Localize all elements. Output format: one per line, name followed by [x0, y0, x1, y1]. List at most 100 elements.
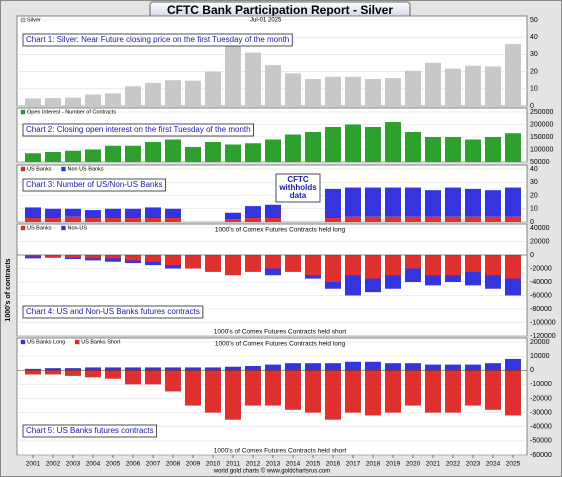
panel-caption: Chart 1: Silver: Near Future closing pri…	[26, 35, 289, 44]
bar-segment	[385, 216, 401, 222]
bar	[425, 137, 441, 162]
x-tick-label: 2009	[186, 461, 201, 468]
bar-segment	[265, 218, 281, 222]
bar	[325, 370, 341, 420]
bar	[245, 370, 261, 406]
bar	[145, 370, 161, 385]
x-tick-label: 2016	[326, 461, 341, 468]
bar	[125, 367, 141, 371]
y-tick-label: -10000	[530, 381, 552, 388]
bar	[325, 127, 341, 162]
y-tick-label: -60000	[530, 292, 552, 299]
bar	[405, 70, 421, 106]
y-tick-label: -120000	[530, 333, 556, 340]
bar	[425, 370, 441, 413]
y-tick-label: 10000	[530, 353, 550, 360]
bar	[225, 45, 241, 106]
bar-segment	[325, 188, 341, 219]
bar-segment	[65, 208, 81, 217]
bar	[485, 363, 501, 371]
bar	[205, 367, 221, 371]
bar	[345, 361, 361, 371]
bar	[425, 364, 441, 371]
bar	[125, 370, 141, 385]
y-tick-label: 100000	[530, 146, 553, 153]
y-tick-label: 50000	[530, 159, 550, 166]
panel-caption: Chart 4: US and Non-US Banks futures con…	[26, 307, 200, 316]
bar-segment	[225, 219, 241, 222]
x-tick-label: 2019	[386, 461, 401, 468]
bar	[165, 255, 181, 266]
y-tick-label: 250000	[530, 109, 553, 116]
legend-swatch	[20, 17, 26, 23]
annotation: 1000's of Comex Futures Contracts held l…	[215, 227, 346, 234]
y-tick-label: 40	[530, 166, 538, 173]
bar-segment	[45, 208, 61, 219]
bar-segment	[145, 207, 161, 219]
x-tick-label: 2006	[126, 461, 141, 468]
bar	[505, 358, 521, 371]
bar	[25, 368, 41, 371]
legend-label: US Banks	[27, 166, 52, 172]
bar	[265, 65, 281, 106]
panel-caption: Chart 2: Closing open interest on the fi…	[26, 125, 251, 134]
y-tick-label: 50	[530, 17, 538, 24]
bar	[25, 255, 41, 259]
bar-segment	[165, 208, 181, 219]
bar-segment	[125, 218, 141, 222]
bar	[185, 80, 201, 106]
x-tick-label: 2012	[246, 461, 261, 468]
bar-segment	[245, 206, 261, 219]
caption-box	[22, 305, 204, 319]
bar	[65, 255, 81, 258]
legend-label: Silver	[27, 17, 41, 23]
bar	[305, 78, 321, 106]
legend-swatch	[61, 166, 66, 172]
y-tick-label: 10	[530, 206, 538, 213]
bar-segment	[125, 208, 141, 219]
bar-segment	[65, 216, 81, 222]
y-tick-label: -40000	[530, 279, 552, 286]
bar	[305, 255, 321, 276]
x-tick-label: 2004	[86, 461, 101, 468]
bar	[85, 367, 101, 371]
x-tick-label: 2018	[366, 461, 381, 468]
bar	[105, 145, 121, 162]
x-tick-label: 2024	[486, 461, 501, 468]
bar	[285, 134, 301, 162]
bar	[285, 73, 301, 106]
bar	[245, 143, 261, 162]
y-tick-label: 150000	[530, 134, 553, 141]
bar	[445, 370, 461, 413]
bar	[365, 370, 381, 416]
bar-segment	[465, 216, 481, 222]
x-tick-label: 2015	[306, 461, 321, 468]
bar	[445, 68, 461, 106]
y-tick-label: 20000	[530, 339, 550, 346]
y-tick-label: -80000	[530, 306, 552, 313]
bar	[385, 363, 401, 371]
bar	[345, 124, 361, 162]
bar-segment	[105, 218, 121, 222]
bar-segment	[25, 218, 41, 222]
y-tick-label: -60000	[530, 452, 552, 459]
y-tick-label: -50000	[530, 438, 552, 445]
bar	[485, 255, 501, 276]
bar	[425, 62, 441, 106]
bar	[245, 366, 261, 371]
bar	[125, 255, 141, 261]
bar	[505, 133, 521, 162]
x-tick-label: 2023	[466, 461, 481, 468]
bar-segment	[325, 218, 341, 222]
bar	[105, 93, 121, 106]
bar	[385, 122, 401, 162]
x-tick-label: 2014	[286, 461, 301, 468]
bar-segment	[145, 218, 161, 222]
y-tick-label: 0	[530, 367, 534, 374]
y-tick-label: 20000	[530, 238, 550, 245]
bar	[65, 150, 81, 162]
bar-segment	[225, 212, 241, 220]
bar	[125, 86, 141, 106]
legend-swatch	[75, 339, 80, 345]
